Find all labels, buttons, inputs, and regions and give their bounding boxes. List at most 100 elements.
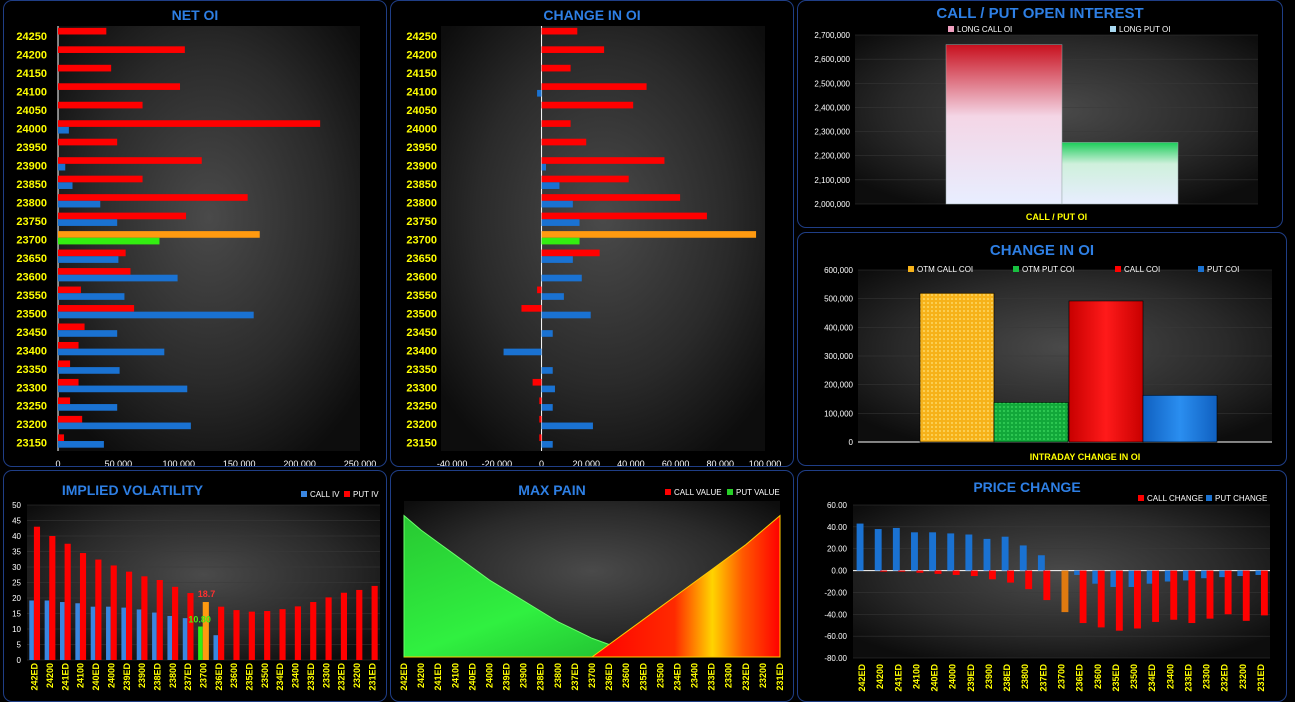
put-iv-bar <box>64 543 71 660</box>
call-change-bar <box>934 570 942 574</box>
y-tick-label: 20 <box>12 594 21 603</box>
put-iv-bar <box>110 565 117 660</box>
otm-call-coi-bar <box>919 292 995 443</box>
put-bar <box>541 182 560 189</box>
put-iv-bar <box>371 585 378 660</box>
strike-label: 23400 <box>406 345 437 357</box>
strike-label: 23800 <box>16 197 47 209</box>
x-tick-label: 23800 <box>1020 664 1030 689</box>
put-bar <box>541 293 564 300</box>
strike-label: 24100 <box>406 87 437 99</box>
call-bar <box>58 286 81 294</box>
put-change-bar <box>983 538 991 571</box>
legend-swatch <box>727 489 733 495</box>
x-tick-label: 242ED <box>399 663 409 691</box>
strike-label: 23300 <box>406 382 437 394</box>
legend-label: CALL COI <box>1124 265 1160 274</box>
x-tick-label: 239ED <box>502 663 512 691</box>
x-tick-label: 241ED <box>433 663 443 691</box>
call-iv-bar <box>213 635 219 660</box>
call-bar <box>58 64 112 72</box>
x-tick-label: 237ED <box>1038 664 1048 692</box>
x-tick-label: 100,000 <box>163 459 196 467</box>
y-tick-label: -60.00 <box>824 632 847 641</box>
call-bar <box>541 27 578 35</box>
strike-label: 24250 <box>406 31 437 43</box>
call-iv-bar <box>136 609 142 660</box>
call-bar <box>58 378 79 386</box>
x-tick-label: 0 <box>55 459 60 467</box>
call-iv-bar <box>59 602 65 660</box>
put-bar <box>541 237 580 245</box>
put-iv-bar <box>172 586 179 660</box>
x-tick-label: 23400 <box>1165 664 1175 689</box>
y-tick-label: 0 <box>17 656 22 665</box>
strike-label: 23700 <box>16 234 47 246</box>
legend-swatch <box>1013 266 1019 272</box>
max-pain-panel: MAX PAIN CALL VALUE PUT VALUE 242ED 24200 24… <box>390 470 794 702</box>
legend-label: PUT IV <box>353 490 379 499</box>
x-tick-label: 24100 <box>911 664 921 689</box>
x-tick-label: 23200 <box>352 663 362 688</box>
x-tick-label: 241ED <box>893 664 903 692</box>
legend-swatch <box>1115 266 1121 272</box>
strike-label: 23700 <box>406 234 437 246</box>
strike-label: 23900 <box>406 161 437 173</box>
put-change-bar <box>1146 570 1154 584</box>
put-iv-bar <box>279 609 286 660</box>
put-change-bar <box>1201 570 1208 579</box>
call-bar <box>58 194 248 201</box>
call-change-bar <box>1079 570 1087 624</box>
legend-label: OTM PUT COI <box>1022 265 1074 274</box>
call-iv-bar <box>75 603 80 660</box>
put-iv-bar <box>218 606 225 660</box>
y-tick-label: 30 <box>12 563 21 572</box>
x-tick-label: 232ED <box>1220 664 1230 692</box>
call-bar <box>58 27 107 35</box>
y-tick-label: 0 <box>849 438 854 447</box>
y-tick-label: 300,000 <box>824 352 853 361</box>
call-bar <box>58 175 143 183</box>
y-tick-label: 2,100,000 <box>814 176 850 185</box>
x-tick-label: 233ED <box>1183 664 1193 692</box>
y-tick-label: 10 <box>12 625 21 634</box>
call-bar <box>541 83 647 90</box>
strike-label: 23800 <box>406 197 437 209</box>
call-bar <box>58 341 79 349</box>
net-oi-panel: NET OI 24250 24200 24150 24100 24050 24000 239… <box>3 0 387 467</box>
change-oi-chart: 24250 24200 24150 24100 24050 24000 23950 23900… <box>406 26 781 466</box>
legend-swatch <box>301 491 307 497</box>
x-tick-label: 240ED <box>91 663 101 691</box>
call-change-bar <box>1170 570 1178 620</box>
put-change-bar <box>1001 536 1009 571</box>
legend-swatch <box>948 26 954 32</box>
net-oi-chart: 24250 24200 24150 24100 24050 24000 23950 23900… <box>16 26 376 467</box>
change-oi-panel: CHANGE IN OI 24250 24200 24150 24100 24050 24… <box>390 0 794 467</box>
put-iv-bar <box>33 526 41 660</box>
call-bar <box>58 138 118 146</box>
x-tick-label: 23900 <box>984 664 994 689</box>
call-change-bar <box>898 570 906 572</box>
legend-swatch <box>344 491 350 497</box>
put-change-bar <box>1019 545 1027 571</box>
call-change-bar <box>952 570 960 575</box>
call-bar <box>539 415 542 423</box>
iv-panel: IMPLIED VOLATILITY 50 45 40 35 30 25 20 15 10 5 0 1… <box>3 470 387 702</box>
put-bar <box>58 237 160 245</box>
put-coi-bar <box>1142 394 1218 443</box>
x-tick-label: 23700 <box>1057 664 1067 689</box>
x-tick-label: 23600 <box>1093 664 1103 689</box>
put-change-bar <box>1219 570 1227 578</box>
call-change-bar <box>1007 570 1014 583</box>
intraday-coi-panel: CHANGE IN OI 600,000 500,000 400,000 300,00… <box>797 232 1287 466</box>
put-bar <box>541 219 580 226</box>
x-tick-label: 232ED <box>741 663 751 691</box>
strike-label: 23750 <box>16 216 47 228</box>
x-tick-label: 235ED <box>1111 664 1121 692</box>
strike-label: 24150 <box>406 68 437 80</box>
call-bar <box>58 101 143 109</box>
strike-label: 23600 <box>16 271 47 283</box>
call-iv-bar <box>106 606 111 660</box>
legend-label: CALL IV <box>310 490 340 499</box>
x-tick-label: 23200 <box>758 663 768 688</box>
